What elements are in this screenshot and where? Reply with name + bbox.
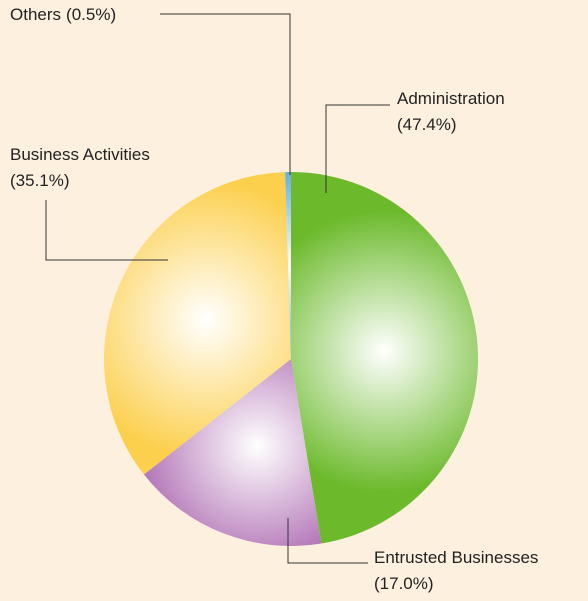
leader-line xyxy=(325,104,390,193)
slice-name: Administration xyxy=(397,89,505,108)
slice-name: Others xyxy=(10,5,61,24)
pie-slice xyxy=(291,172,478,544)
pie-slice xyxy=(285,172,291,359)
pie-slice xyxy=(104,172,291,475)
slice-value: (0.5%) xyxy=(66,5,116,24)
leader-line xyxy=(45,200,168,261)
slice-value: (17.0%) xyxy=(374,574,434,593)
leader-line xyxy=(160,13,291,175)
leader-line xyxy=(287,518,368,564)
slice-label: Others (0.5%) xyxy=(10,5,116,24)
slice-value: (35.1%) xyxy=(10,171,70,190)
slice-name: Business Activities xyxy=(10,145,150,164)
slice-value: (47.4%) xyxy=(397,115,457,134)
slice-name: Entrusted Businesses xyxy=(374,548,538,567)
pie-slice xyxy=(143,359,322,546)
